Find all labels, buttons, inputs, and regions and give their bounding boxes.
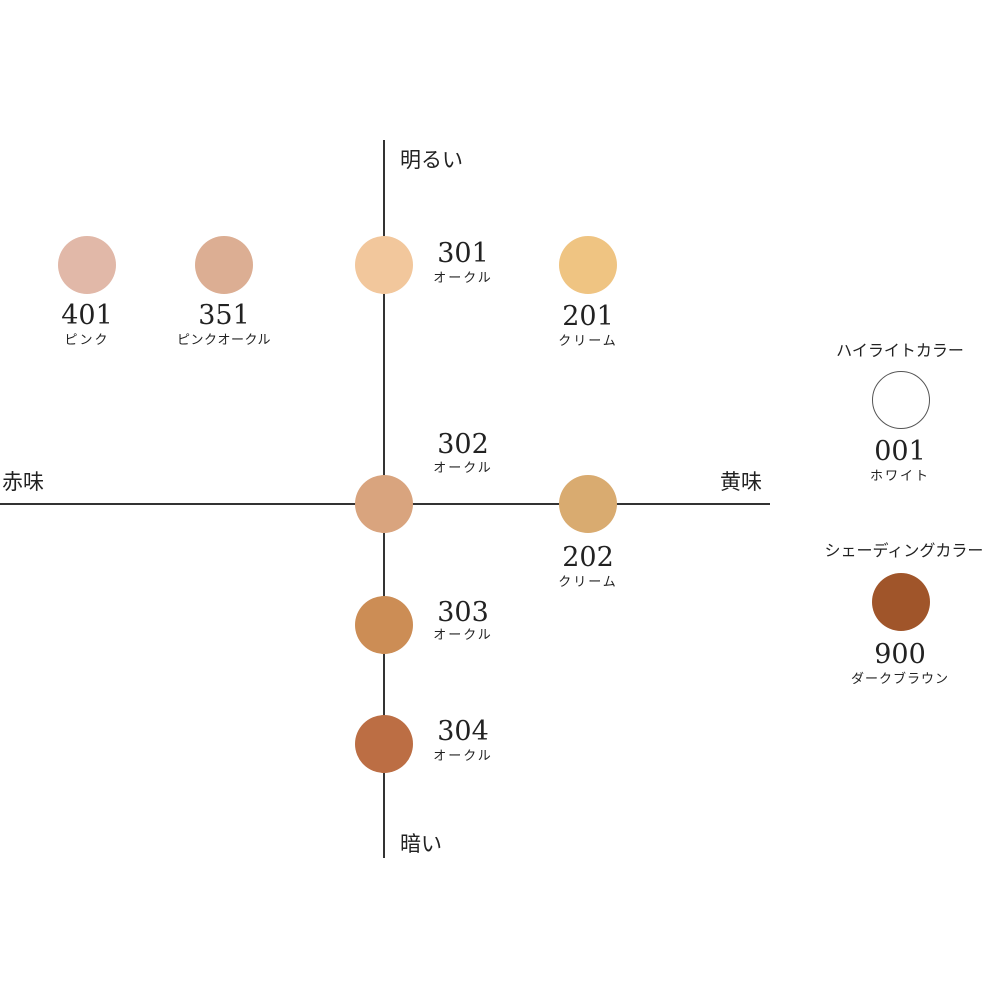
swatch-name-351: ピンクオークル	[176, 333, 272, 348]
axis-label-bright: 明るい	[400, 148, 463, 172]
swatch-001	[872, 371, 930, 429]
swatch-code-303: 303	[437, 597, 489, 628]
swatch-303	[355, 596, 413, 654]
swatch-code-401: 401	[61, 300, 113, 331]
axis-label-reddish: 赤味	[2, 470, 44, 494]
swatch-name-301: オークル	[433, 271, 493, 286]
axis-label-yellowish: 黄味	[720, 470, 762, 494]
swatch-name-001: ホワイト	[869, 469, 930, 484]
swatch-name-201: クリーム	[558, 334, 618, 349]
swatch-code-001: 001	[874, 436, 926, 467]
swatch-name-304: オークル	[433, 749, 493, 764]
swatch-202	[559, 475, 617, 533]
swatch-name-900: ダークブラウン	[850, 672, 949, 687]
swatch-304	[355, 715, 413, 773]
swatch-900	[872, 573, 930, 631]
swatch-351	[195, 236, 253, 294]
swatch-code-202: 202	[562, 542, 614, 573]
swatch-code-351: 351	[198, 300, 250, 331]
swatch-302	[355, 475, 413, 533]
swatch-code-302: 302	[437, 429, 489, 460]
swatch-201	[559, 236, 617, 294]
highlight-heading: ハイライトカラー	[836, 341, 964, 360]
swatch-code-201: 201	[562, 301, 614, 332]
swatch-code-900: 900	[874, 639, 926, 670]
swatch-code-304: 304	[437, 716, 489, 747]
axis-label-dark: 暗い	[400, 832, 442, 856]
swatch-name-303: オークル	[433, 628, 493, 643]
swatch-name-202: クリーム	[558, 575, 618, 590]
swatch-401	[58, 236, 116, 294]
swatch-name-302: オークル	[433, 461, 493, 476]
shading-heading: シェーディングカラー	[824, 541, 984, 560]
swatch-301	[355, 236, 413, 294]
swatch-code-301: 301	[437, 238, 489, 269]
swatch-name-401: ピンク	[64, 333, 110, 348]
